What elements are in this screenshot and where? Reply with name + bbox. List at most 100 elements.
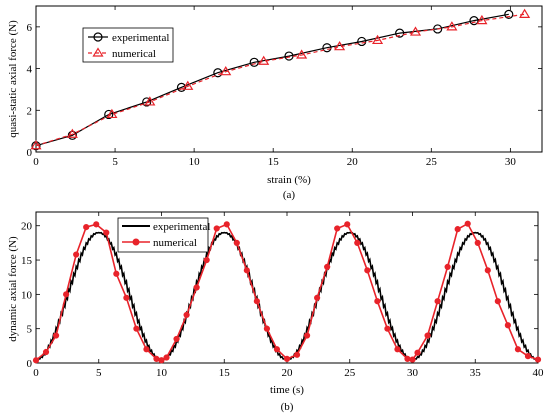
chart-a-point-numerical bbox=[30, 140, 42, 150]
chart-a: 0 5 10 15 20 25 30 0 2 4 6 strain (%) (a) quasi-s… bbox=[7, 5, 543, 201]
chart-b-point-numerical bbox=[374, 298, 381, 305]
chart-b-point-numerical bbox=[153, 355, 160, 362]
chart-b-point-numerical bbox=[263, 325, 271, 332]
chart-b-y-ticks: 0 5 10 15 20 bbox=[21, 221, 538, 370]
chart-b-point-numerical bbox=[293, 351, 301, 358]
chart-b-x-label: time (s) bbox=[270, 384, 304, 396]
chart-b-y-tick-label: 0 bbox=[27, 358, 33, 370]
chart-b-point-numerical bbox=[283, 355, 291, 362]
chart-b-point-numerical bbox=[534, 356, 542, 363]
chart-a-y-label: quasi-static axial force (N) bbox=[7, 20, 19, 138]
chart-a-caption: (a) bbox=[283, 189, 296, 201]
chart-b-point-numerical bbox=[133, 325, 140, 332]
chart-a-legend-label-numerical: numerical bbox=[112, 48, 156, 60]
chart-a-point-experimental bbox=[249, 57, 259, 67]
chart-a-x-tick-label: 0 bbox=[33, 156, 39, 168]
chart-b-point-numerical bbox=[52, 332, 60, 339]
chart-b-x-tick-label: 30 bbox=[407, 367, 419, 379]
chart-b-point-numerical bbox=[364, 267, 371, 274]
chart-b-x-tick-label: 35 bbox=[470, 367, 482, 379]
chart-a-point-experimental bbox=[176, 82, 187, 92]
chart-a-y-tick-label: 0 bbox=[27, 147, 33, 159]
chart-b-point-numerical bbox=[424, 332, 431, 339]
chart-b-legend-box bbox=[117, 217, 209, 253]
chart-b-point-numerical bbox=[223, 221, 230, 228]
chart-a-line-numerical bbox=[35, 13, 525, 147]
chart-b-point-numerical bbox=[42, 348, 50, 356]
chart-b-legend: experimental numerical bbox=[117, 217, 210, 253]
chart-b-point-numerical bbox=[73, 251, 80, 258]
chart-a-point-experimental bbox=[104, 109, 114, 120]
chart-a-point-numerical bbox=[66, 128, 78, 138]
chart-b-point-numerical bbox=[213, 225, 220, 232]
chart-b-point-numerical bbox=[113, 270, 120, 277]
chart-a-point-experimental bbox=[142, 97, 152, 107]
chart-b-x-tick-label: 5 bbox=[96, 367, 102, 379]
chart-a-point-experimental bbox=[469, 16, 479, 26]
chart-b-point-numerical bbox=[173, 335, 180, 343]
chart-a-point-experimental bbox=[504, 9, 514, 19]
chart-b-legend-label-numerical: numerical bbox=[153, 237, 197, 249]
chart-b-series bbox=[32, 220, 542, 364]
chart-b-x-tick-label: 15 bbox=[219, 367, 231, 379]
chart-b-point-numerical bbox=[163, 354, 170, 361]
chart-b-point-numerical bbox=[474, 239, 481, 246]
chart-b-x-tick-label: 0 bbox=[33, 367, 39, 379]
chart-a-plot-frame bbox=[35, 5, 543, 153]
chart-b-point-numerical bbox=[454, 226, 461, 233]
chart-a-series bbox=[30, 8, 531, 151]
chart-b-point-numerical bbox=[354, 239, 361, 246]
chart-b-point-numerical bbox=[303, 332, 311, 339]
chart-b-y-tick-label: 10 bbox=[21, 289, 33, 301]
chart-b-point-numerical bbox=[273, 346, 281, 353]
chart-b-y-tick-label: 20 bbox=[21, 221, 33, 233]
chart-a-x-tick-label: 25 bbox=[426, 156, 438, 168]
chart-a-point-numerical bbox=[409, 26, 422, 36]
chart-b-point-numerical bbox=[32, 357, 40, 364]
chart-a-point-numerical bbox=[476, 14, 488, 25]
chart-a-point-numerical bbox=[258, 55, 270, 65]
chart-b-point-numerical bbox=[404, 355, 411, 362]
chart-a-legend-marker-numerical bbox=[92, 47, 104, 57]
chart-b-point-numerical bbox=[484, 267, 491, 274]
chart-b-point-numerical bbox=[143, 346, 150, 353]
chart-b-point-numerical bbox=[233, 239, 240, 246]
chart-b-point-numerical bbox=[93, 221, 100, 228]
chart-b-point-numerical bbox=[243, 267, 250, 274]
chart-b-x-tick-label: 10 bbox=[156, 367, 168, 379]
chart-a-y-ticks: 0 2 4 6 bbox=[27, 22, 542, 159]
chart-a-point-numerical bbox=[371, 34, 384, 45]
chart-a-x-tick-label: 20 bbox=[347, 156, 359, 168]
chart-a-legend-marker-experimental bbox=[93, 32, 103, 42]
chart-b-y-tick-label: 5 bbox=[27, 324, 33, 336]
chart-a-x-label: strain (%) bbox=[267, 174, 311, 186]
chart-a-point-numerical bbox=[106, 108, 118, 119]
chart-a-legend-label-experimental: experimental bbox=[112, 32, 169, 44]
chart-a-point-numerical bbox=[519, 8, 531, 18]
chart-b-point-numerical bbox=[158, 357, 165, 364]
chart-b-point-numerical bbox=[253, 298, 260, 305]
chart-b-point-numerical bbox=[324, 263, 331, 271]
chart-b-point-numerical bbox=[444, 263, 451, 271]
chart-b: 0 5 10 15 20 25 30 35 40 0 5 10 15 20 time (s) (b) d… bbox=[7, 211, 544, 413]
chart-b-point-numerical bbox=[63, 291, 70, 298]
chart-a-point-numerical bbox=[144, 96, 156, 106]
chart-b-point-numerical bbox=[344, 221, 351, 228]
chart-a-legend: experimental numerical bbox=[82, 27, 174, 63]
chart-b-x-tick-label: 20 bbox=[282, 367, 294, 379]
chart-b-x-ticks: 0 5 10 15 20 25 30 35 40 bbox=[33, 212, 544, 379]
chart-a-x-tick-label: 15 bbox=[268, 156, 280, 168]
chart-b-point-numerical bbox=[334, 225, 341, 232]
chart-b-x-tick-label: 25 bbox=[344, 367, 356, 379]
chart-b-point-numerical bbox=[494, 298, 501, 305]
chart-a-point-experimental bbox=[357, 36, 367, 47]
chart-b-point-numerical bbox=[183, 311, 190, 319]
chart-b-point-numerical bbox=[434, 298, 441, 305]
chart-b-plot-frame bbox=[35, 211, 539, 364]
chart-a-point-numerical bbox=[446, 21, 458, 31]
chart-a-point-numerical bbox=[182, 80, 194, 90]
chart-b-point-numerical bbox=[504, 322, 511, 329]
chart-a-point-experimental bbox=[395, 28, 405, 38]
chart-a-x-tick-label: 5 bbox=[112, 156, 118, 168]
